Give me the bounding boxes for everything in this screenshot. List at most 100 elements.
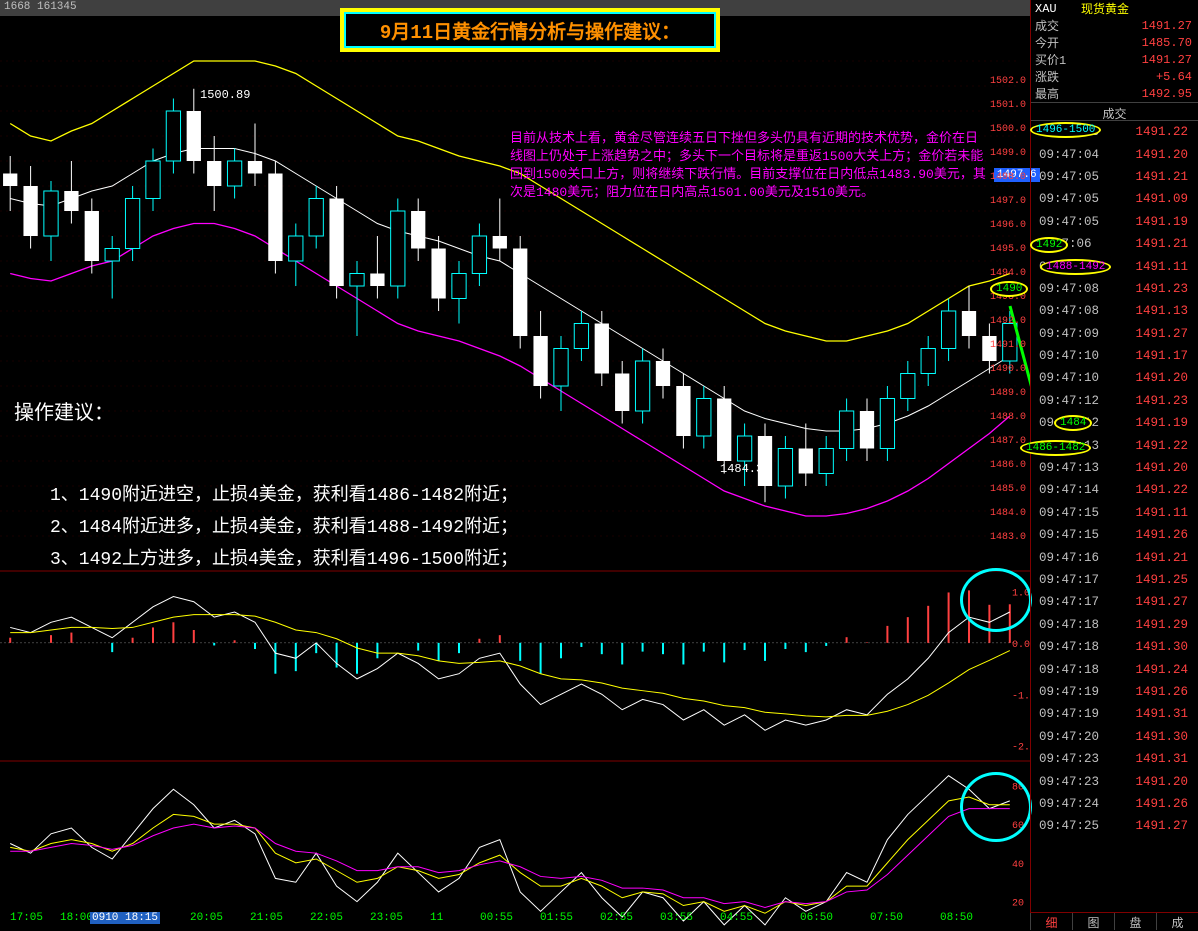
trade-time: 09:47:05 — [1031, 170, 1115, 184]
trade-row: 09:47:241491.26 — [1031, 793, 1198, 815]
price-badge: 1490 — [990, 281, 1028, 297]
time-tick: 17:05 — [10, 912, 43, 924]
trade-time: 09:47:17 — [1031, 595, 1115, 609]
trade-time: 09:47:18 — [1031, 618, 1115, 632]
time-tick: 23:05 — [370, 912, 403, 924]
trade-list: 09:47:031491.2209:47:041491.2009:47:0514… — [1031, 121, 1198, 838]
price-badge: 1488-1492 — [1040, 259, 1111, 275]
trade-price: 1491.22 — [1115, 483, 1198, 497]
trade-price: 1491.27 — [1115, 327, 1198, 341]
price-badge: 1496-1500 — [1030, 122, 1101, 138]
trade-row: 09:47:151491.26 — [1031, 524, 1198, 546]
time-tick: 11 — [430, 912, 443, 924]
price-tick: 1483.0 — [990, 532, 1026, 543]
svg-text:40: 40 — [1012, 860, 1024, 871]
info-row: 今开1485.70 — [1031, 34, 1198, 51]
time-tick: 00:55 — [480, 912, 513, 924]
info-row: 买价11491.27 — [1031, 51, 1198, 68]
trade-row: 09:47:081491.23 — [1031, 278, 1198, 300]
trade-price: 1491.20 — [1115, 461, 1198, 475]
info-value: 1491.27 — [1081, 53, 1198, 67]
price-tick: 1488.0 — [990, 412, 1026, 423]
info-header: XAU 现货黄金 成交1491.27今开1485.70买价11491.27涨跌+… — [1031, 0, 1198, 103]
advice-item: 1、1490附近进空，止损4美金，获利看1486-1482附近； — [50, 480, 518, 512]
info-label: 今开 — [1031, 34, 1081, 51]
trade-time: 09:47:08 — [1031, 282, 1115, 296]
tab-成[interactable]: 成 — [1156, 913, 1198, 930]
trade-price: 1491.20 — [1115, 148, 1198, 162]
tab-盘[interactable]: 盘 — [1114, 913, 1156, 930]
price-tick: 1490.0 — [990, 364, 1026, 375]
trade-time: 09:47:18 — [1031, 640, 1115, 654]
price-tick: 1500.0 — [990, 124, 1026, 135]
info-row: 成交1491.27 — [1031, 17, 1198, 34]
time-tick: 08:50 — [940, 912, 973, 924]
trade-row: 09:47:231491.31 — [1031, 748, 1198, 770]
trade-time: 09:47:04 — [1031, 148, 1115, 162]
trade-row: 09:47:201491.30 — [1031, 726, 1198, 748]
price-tick: 1499.0 — [990, 148, 1026, 159]
advice-title: 操作建议： — [14, 396, 114, 426]
trade-price: 1491.11 — [1115, 506, 1198, 520]
trade-time: 09:47:17 — [1031, 573, 1115, 587]
trade-price: 1491.20 — [1115, 775, 1198, 789]
time-tick: 20:05 — [190, 912, 223, 924]
trade-row: 09:47:231491.20 — [1031, 770, 1198, 792]
trade-price: 1491.21 — [1115, 551, 1198, 565]
info-value: 1485.70 — [1081, 36, 1198, 50]
trade-price: 1491.30 — [1115, 730, 1198, 744]
price-tick: 1492.0 — [990, 316, 1026, 327]
symbol-code: XAU — [1031, 2, 1081, 16]
trade-row: 09:47:091491.27 — [1031, 323, 1198, 345]
high-price-label: 1500.89 — [200, 88, 250, 102]
svg-text:-2.0: -2.0 — [1012, 743, 1030, 754]
right-panel: XAU 现货黄金 成交1491.27今开1485.70买价11491.27涨跌+… — [1030, 0, 1198, 930]
trade-price: 1491.13 — [1115, 304, 1198, 318]
price-tick: 1489.0 — [990, 388, 1026, 399]
trade-price: 1491.31 — [1115, 752, 1198, 766]
trade-time: 09:47:05 — [1031, 192, 1115, 206]
trade-price: 1491.21 — [1115, 237, 1198, 251]
tab-图[interactable]: 图 — [1072, 913, 1114, 930]
trade-row: 09:47:191491.26 — [1031, 681, 1198, 703]
trade-time: 09:47:20 — [1031, 730, 1115, 744]
price-badge: 1492 — [1030, 237, 1068, 253]
price-tick: 1502.0 — [990, 76, 1026, 87]
trade-time: 09:47:10 — [1031, 349, 1115, 363]
time-tick: 07:50 — [870, 912, 903, 924]
trade-price: 1491.26 — [1115, 528, 1198, 542]
time-tick: 22:05 — [310, 912, 343, 924]
trade-time: 09:47:23 — [1031, 775, 1115, 789]
trade-time: 09:47:24 — [1031, 797, 1115, 811]
trade-price: 1491.20 — [1115, 371, 1198, 385]
info-row: 最高1492.95 — [1031, 85, 1198, 102]
trade-time: 09:47:14 — [1031, 483, 1115, 497]
price-badge: 1484 — [1054, 415, 1092, 431]
trade-time: 09:47:19 — [1031, 685, 1115, 699]
time-tick: 03:55 — [660, 912, 693, 924]
tab-细[interactable]: 细 — [1030, 913, 1072, 930]
trade-row: 09:47:171491.27 — [1031, 591, 1198, 613]
trade-price: 1491.26 — [1115, 797, 1198, 811]
info-label: 最高 — [1031, 85, 1081, 102]
trade-price: 1491.19 — [1115, 215, 1198, 229]
info-label: 成交 — [1031, 17, 1081, 34]
trade-price: 1491.23 — [1115, 282, 1198, 296]
trade-price: 1491.23 — [1115, 394, 1198, 408]
info-value: 1492.95 — [1081, 87, 1198, 101]
time-tick: 21:05 — [250, 912, 283, 924]
trade-price: 1491.25 — [1115, 573, 1198, 587]
trade-row: 09:47:141491.22 — [1031, 479, 1198, 501]
trade-row: 09:47:041491.20 — [1031, 143, 1198, 165]
info-label: 涨跌 — [1031, 68, 1081, 85]
trade-row: 09:47:181491.24 — [1031, 658, 1198, 680]
svg-text:-1.0: -1.0 — [1012, 691, 1030, 702]
trade-price: 1491.24 — [1115, 663, 1198, 677]
time-tick: 18:00 — [60, 912, 93, 924]
trade-time: 09:47:09 — [1031, 327, 1115, 341]
trade-price: 1491.30 — [1115, 640, 1198, 654]
trade-row: 09:47:161491.21 — [1031, 546, 1198, 568]
trade-row: 09:47:181491.29 — [1031, 614, 1198, 636]
info-row: 涨跌+5.64 — [1031, 68, 1198, 85]
price-tick: 1496.0 — [990, 220, 1026, 231]
